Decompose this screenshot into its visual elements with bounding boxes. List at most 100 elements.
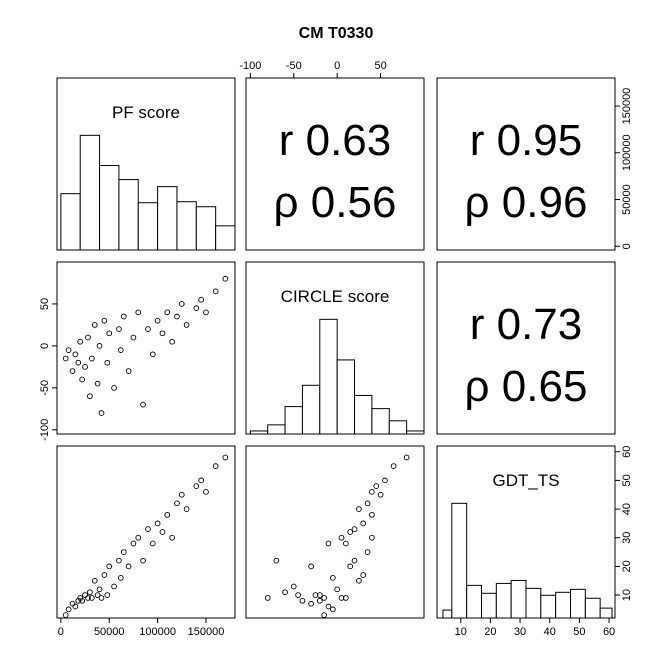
chart-title: CM T0330 <box>299 25 374 42</box>
hist-bar <box>137 202 159 251</box>
scatter-point <box>117 347 124 353</box>
y-tick-label: 50 <box>621 474 633 486</box>
scatter-point <box>135 309 142 316</box>
scatter-point <box>212 288 219 295</box>
x-tick-label: 0 <box>58 626 64 638</box>
scatter-point <box>85 595 91 601</box>
scatter-point <box>82 592 88 598</box>
x-tick-label: 60 <box>603 626 615 638</box>
x-tick-label: 150000 <box>188 626 225 638</box>
scatter-point <box>88 595 95 601</box>
hist-bar <box>388 420 408 435</box>
scatter-point <box>316 597 323 604</box>
hist-bar <box>495 582 512 619</box>
hist-bar <box>249 430 269 435</box>
scatter-point <box>193 483 200 489</box>
y-tick-label: -50 <box>39 380 51 396</box>
scatter-point <box>338 534 345 541</box>
scatter-point <box>72 603 79 610</box>
scatter-point <box>140 401 146 408</box>
y-tick-label: 0 <box>621 243 633 249</box>
scatter-point <box>149 351 156 358</box>
x-tick-label: -50 <box>286 60 302 72</box>
scatter-point <box>329 575 336 581</box>
scatter-point <box>94 380 101 387</box>
hist-bar <box>354 394 373 435</box>
hist-bar <box>510 579 527 619</box>
scatter-point <box>377 491 384 498</box>
panel-frame <box>56 261 236 435</box>
hist-bar <box>466 584 482 619</box>
scatter-point <box>295 592 301 598</box>
scatter-point <box>104 359 111 366</box>
scatter-point <box>140 557 146 564</box>
scatter-point <box>222 454 229 461</box>
scatter-point <box>299 597 306 604</box>
scatter-point <box>351 526 358 532</box>
hist-bar <box>481 592 497 619</box>
correlation-r: r 0.73 <box>470 300 583 349</box>
y-tick-label: 40 <box>621 503 633 515</box>
scatter-point <box>117 575 124 581</box>
scatter-point <box>360 520 367 527</box>
panel-frame <box>436 261 616 435</box>
scatter-point <box>282 589 288 596</box>
scatter-point <box>62 355 69 362</box>
scatter-point <box>343 540 349 547</box>
hist-bar <box>118 179 139 251</box>
scatter-point <box>98 595 105 601</box>
scatter-point <box>203 489 209 495</box>
hist-bar <box>60 193 81 251</box>
scatter-point <box>87 589 93 596</box>
scatter-point <box>347 563 354 570</box>
scatter-point <box>364 500 371 507</box>
scatter-point <box>164 511 171 518</box>
scatter-point <box>149 540 156 547</box>
hist-bar <box>406 430 425 435</box>
variable-label: PF score <box>112 103 180 122</box>
scatter-point <box>154 317 161 324</box>
scatter-point <box>116 557 122 564</box>
scatter-point <box>65 606 72 613</box>
scatter-point <box>403 454 410 461</box>
scatter-point <box>343 595 349 601</box>
x-tick-label: 50 <box>374 60 386 72</box>
x-tick-label: 30 <box>514 626 526 638</box>
scatter-point <box>316 592 323 598</box>
correlation-r: r 0.63 <box>279 116 392 165</box>
variable-label: CIRCLE score <box>281 287 390 306</box>
scatter-point <box>101 317 108 324</box>
scatter-point <box>203 309 209 316</box>
scatter-point <box>174 500 180 507</box>
hist-bar <box>442 609 453 619</box>
scatter-point <box>290 583 297 590</box>
hist-bar <box>301 384 321 435</box>
panel-frame <box>245 445 425 619</box>
scatter-point <box>169 534 175 541</box>
hist-bar <box>99 165 120 251</box>
y-tick-label: 30 <box>621 532 633 544</box>
scatter-point <box>308 600 314 607</box>
scatter-point <box>347 529 354 535</box>
panel-frame <box>56 445 236 619</box>
hist-bar <box>555 591 572 619</box>
panel-frame <box>436 77 616 251</box>
scatter-point <box>120 313 127 320</box>
scatter-point <box>369 534 375 541</box>
hist-bar <box>157 186 178 251</box>
scatter-point <box>116 326 122 332</box>
scatter-point <box>264 595 271 601</box>
hist-bar <box>176 201 197 251</box>
hist-bar <box>451 502 468 619</box>
variable-label: GDT_TS <box>492 471 559 490</box>
x-tick-label: -100 <box>239 60 261 72</box>
y-tick-label: -100 <box>39 419 51 441</box>
scatter-point <box>334 586 341 593</box>
scatter-point <box>79 376 86 383</box>
scatter-point <box>222 275 229 282</box>
correlation-rho: ρ 0.65 <box>465 362 588 411</box>
scatter-point <box>338 595 345 601</box>
scatter-point <box>193 305 200 311</box>
correlation-rho: ρ 0.56 <box>274 178 397 227</box>
scatter-point <box>273 557 280 564</box>
